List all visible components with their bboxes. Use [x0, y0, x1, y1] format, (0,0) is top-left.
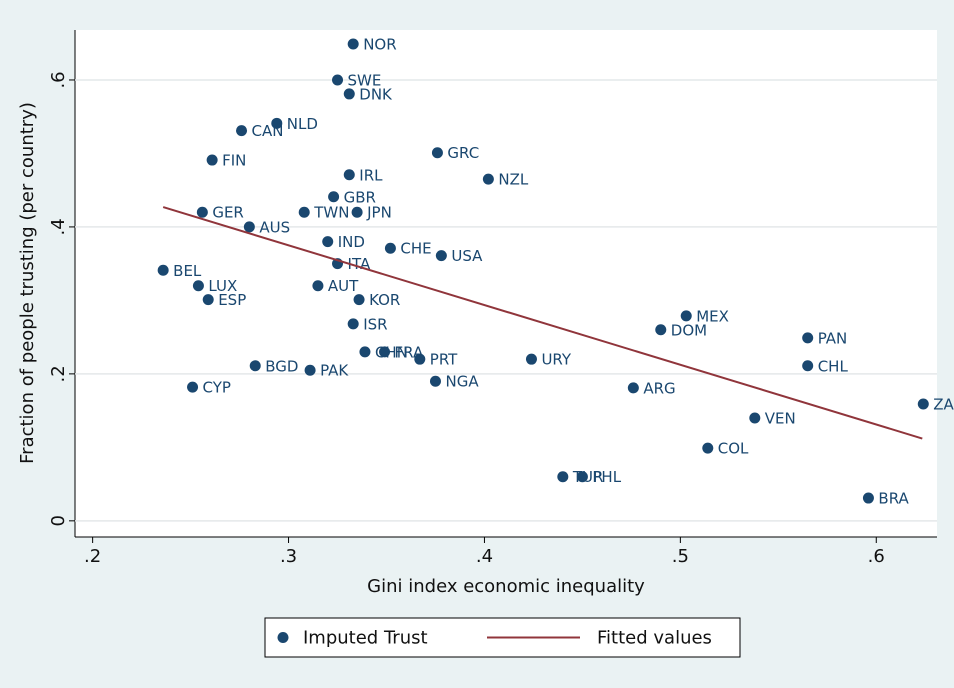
x-axis-title: Gini index economic inequality: [367, 576, 645, 597]
point-label: LUX: [208, 277, 237, 295]
point: [627, 382, 639, 394]
point-label: NLD: [287, 115, 318, 133]
point-label: KOR: [369, 291, 400, 309]
point: [802, 360, 814, 372]
point-label: ISR: [363, 315, 387, 333]
fit-line: [162, 206, 923, 440]
point-label: MEX: [696, 307, 729, 325]
point: [351, 206, 363, 218]
point: [862, 492, 874, 504]
point: [379, 346, 391, 358]
point: [249, 360, 261, 372]
point-label: BEL: [173, 262, 202, 280]
legend-label: Fitted values: [597, 628, 712, 649]
point-label: PAN: [818, 329, 848, 347]
point: [187, 381, 199, 393]
point: [312, 280, 324, 292]
point-label: SWE: [348, 71, 382, 89]
point: [343, 88, 355, 100]
point-label: VEN: [765, 409, 796, 427]
y-tick-label: .2: [48, 365, 69, 382]
point-label: IRL: [359, 166, 383, 184]
point: [655, 324, 667, 336]
point: [347, 38, 359, 50]
point-label: NOR: [363, 35, 396, 53]
point-label: DNK: [359, 85, 393, 103]
point: [328, 191, 340, 203]
point-label: GBR: [344, 188, 376, 206]
point-label: ZA: [933, 396, 954, 414]
point: [576, 471, 588, 483]
point: [680, 310, 692, 322]
point-label: COL: [718, 440, 749, 458]
y-axis-title: Fraction of people trusting (per country…: [17, 102, 38, 464]
point: [414, 353, 426, 365]
y-tick-label: .4: [48, 218, 69, 235]
point: [243, 221, 255, 233]
point-label: GER: [212, 204, 244, 222]
point: [702, 442, 714, 454]
point: [271, 117, 283, 129]
point: [192, 280, 204, 292]
point: [802, 332, 814, 344]
y-tick-label: 0: [48, 515, 69, 526]
point: [202, 294, 214, 306]
point: [435, 250, 447, 262]
point-label: DOM: [671, 321, 707, 339]
point: [206, 154, 218, 166]
legend-symbol: [277, 632, 289, 643]
point: [353, 294, 365, 306]
point-label: ESP: [218, 291, 246, 309]
point-label: URY: [541, 351, 571, 369]
point-label: CHE: [400, 240, 431, 258]
point: [525, 353, 537, 365]
point: [482, 173, 494, 185]
point-label: IND: [338, 233, 365, 251]
legend-label: Imputed Trust: [303, 628, 428, 649]
point: [298, 206, 310, 218]
point-label: JPN: [366, 204, 392, 222]
point-label: CAN: [252, 122, 284, 140]
point-label: CYP: [203, 379, 231, 397]
point: [322, 236, 334, 248]
point-label: PRT: [430, 351, 458, 369]
point: [359, 346, 371, 358]
point: [157, 264, 169, 276]
point-label: AUS: [259, 218, 290, 236]
plot-area: [75, 30, 937, 537]
point: [557, 471, 569, 483]
point-label: TWN: [313, 204, 349, 222]
x-tick-label: .5: [672, 546, 689, 567]
x-tick-label: .3: [280, 546, 297, 567]
x-tick-label: .4: [476, 546, 493, 567]
point: [347, 318, 359, 330]
point-label: CHL: [818, 357, 849, 375]
point-label: BRA: [878, 490, 909, 508]
point: [304, 364, 316, 376]
point: [343, 169, 355, 181]
point: [431, 147, 443, 159]
point-label: GRC: [447, 144, 479, 162]
point-label: PAK: [320, 362, 349, 380]
point: [384, 242, 396, 254]
point-label: AUT: [328, 277, 359, 295]
point: [917, 398, 929, 410]
point: [749, 412, 761, 424]
x-tick-label: .6: [868, 546, 885, 567]
point-label: ARG: [643, 379, 675, 397]
x-tick-label: .2: [84, 546, 101, 567]
point-label: PHL: [592, 468, 621, 486]
point: [332, 74, 344, 86]
point: [196, 206, 208, 218]
y-tick-label: .6: [48, 71, 69, 88]
point-label: NZL: [498, 171, 528, 189]
point-label: BGD: [265, 357, 298, 375]
point-label: FIN: [222, 152, 246, 170]
point: [429, 375, 441, 387]
point: [236, 125, 248, 137]
point-label: USA: [451, 247, 483, 265]
point-label: NGA: [445, 373, 479, 391]
